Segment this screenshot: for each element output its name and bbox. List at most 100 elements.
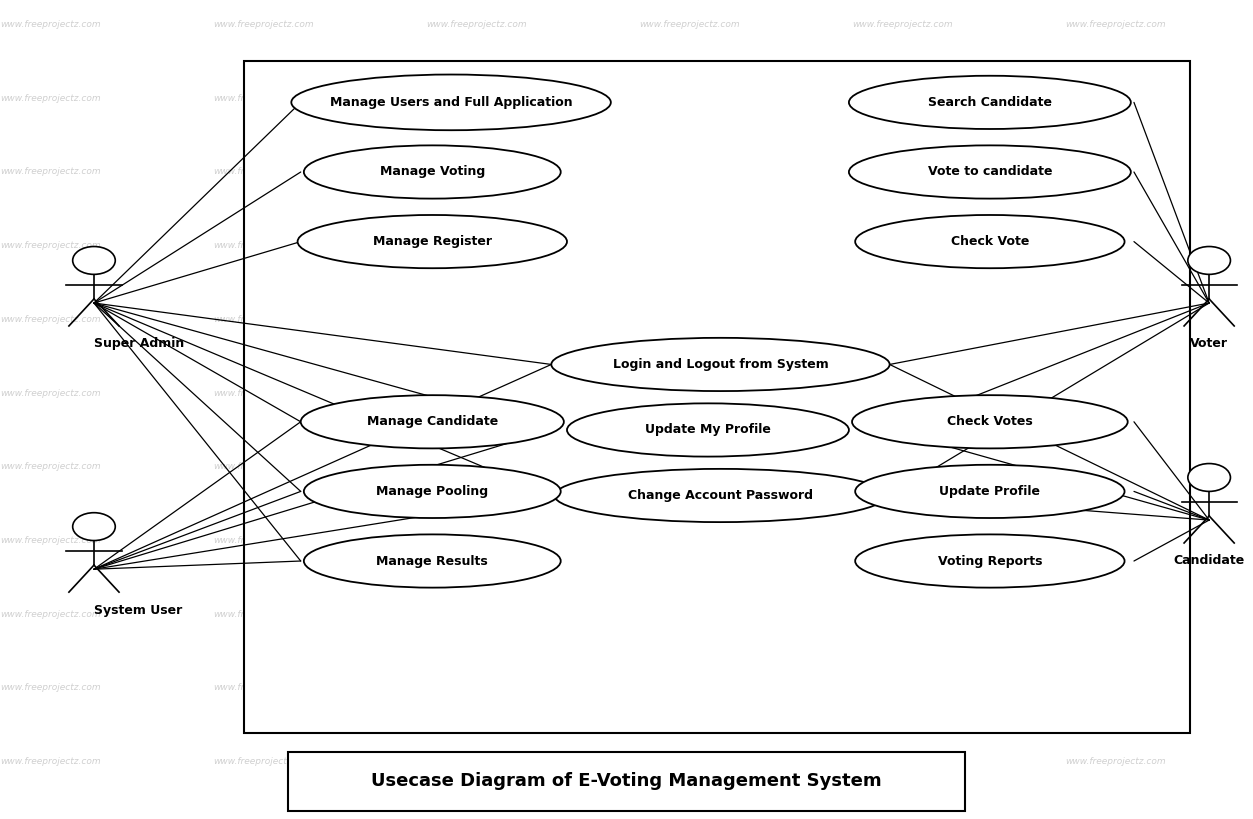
Text: www.freeprojectz.com: www.freeprojectz.com xyxy=(852,684,952,692)
Text: www.freeprojectz.com: www.freeprojectz.com xyxy=(639,20,739,29)
Text: www.freeprojectz.com: www.freeprojectz.com xyxy=(639,610,739,618)
Ellipse shape xyxy=(855,464,1125,518)
Text: www.freeprojectz.com: www.freeprojectz.com xyxy=(639,758,739,766)
Ellipse shape xyxy=(850,146,1131,198)
Text: www.freeprojectz.com: www.freeprojectz.com xyxy=(0,463,100,471)
Text: www.freeprojectz.com: www.freeprojectz.com xyxy=(0,610,100,618)
Ellipse shape xyxy=(303,146,561,198)
Text: Update My Profile: Update My Profile xyxy=(645,423,771,437)
Text: www.freeprojectz.com: www.freeprojectz.com xyxy=(213,758,313,766)
Text: Manage Users and Full Application: Manage Users and Full Application xyxy=(330,96,573,109)
Text: www.freeprojectz.com: www.freeprojectz.com xyxy=(0,758,100,766)
Text: www.freeprojectz.com: www.freeprojectz.com xyxy=(213,94,313,102)
Text: Manage Register: Manage Register xyxy=(373,235,491,248)
Text: www.freeprojectz.com: www.freeprojectz.com xyxy=(0,684,100,692)
Text: Update Profile: Update Profile xyxy=(940,485,1040,498)
Text: www.freeprojectz.com: www.freeprojectz.com xyxy=(852,758,952,766)
Text: www.freeprojectz.com: www.freeprojectz.com xyxy=(426,536,526,545)
Text: Change Account Password: Change Account Password xyxy=(628,489,813,502)
Text: Manage Results: Manage Results xyxy=(376,554,489,568)
Text: www.freeprojectz.com: www.freeprojectz.com xyxy=(0,168,100,176)
Text: Login and Logout from System: Login and Logout from System xyxy=(613,358,828,371)
Text: www.freeprojectz.com: www.freeprojectz.com xyxy=(426,463,526,471)
Text: www.freeprojectz.com: www.freeprojectz.com xyxy=(0,389,100,397)
Text: www.freeprojectz.com: www.freeprojectz.com xyxy=(852,20,952,29)
Text: www.freeprojectz.com: www.freeprojectz.com xyxy=(1065,536,1165,545)
Text: www.freeprojectz.com: www.freeprojectz.com xyxy=(213,684,313,692)
Text: www.freeprojectz.com: www.freeprojectz.com xyxy=(1065,315,1165,324)
Text: Voting Reports: Voting Reports xyxy=(937,554,1042,568)
Ellipse shape xyxy=(855,215,1125,269)
Text: www.freeprojectz.com: www.freeprojectz.com xyxy=(0,536,100,545)
Text: www.freeprojectz.com: www.freeprojectz.com xyxy=(426,242,526,250)
Ellipse shape xyxy=(566,404,850,457)
Circle shape xyxy=(1188,464,1230,491)
Text: www.freeprojectz.com: www.freeprojectz.com xyxy=(639,536,739,545)
Text: www.freeprojectz.com: www.freeprojectz.com xyxy=(639,315,739,324)
Text: www.freeprojectz.com: www.freeprojectz.com xyxy=(639,684,739,692)
Text: www.freeprojectz.com: www.freeprojectz.com xyxy=(1065,758,1165,766)
Text: www.freeprojectz.com: www.freeprojectz.com xyxy=(426,20,526,29)
Text: www.freeprojectz.com: www.freeprojectz.com xyxy=(639,242,739,250)
Text: Check Votes: Check Votes xyxy=(947,415,1032,428)
Text: www.freeprojectz.com: www.freeprojectz.com xyxy=(639,168,739,176)
Ellipse shape xyxy=(852,396,1128,449)
Text: www.freeprojectz.com: www.freeprojectz.com xyxy=(1065,20,1165,29)
Ellipse shape xyxy=(298,215,566,269)
Text: www.freeprojectz.com: www.freeprojectz.com xyxy=(0,94,100,102)
Text: www.freeprojectz.com: www.freeprojectz.com xyxy=(213,315,313,324)
Text: Vote to candidate: Vote to candidate xyxy=(927,165,1053,179)
Text: www.freeprojectz.com: www.freeprojectz.com xyxy=(426,94,526,102)
Text: Manage Candidate: Manage Candidate xyxy=(367,415,497,428)
Text: www.freeprojectz.com: www.freeprojectz.com xyxy=(852,536,952,545)
FancyBboxPatch shape xyxy=(288,752,965,811)
Text: www.freeprojectz.com: www.freeprojectz.com xyxy=(213,610,313,618)
Text: www.freeprojectz.com: www.freeprojectz.com xyxy=(426,610,526,618)
Ellipse shape xyxy=(291,75,611,130)
Text: www.freeprojectz.com: www.freeprojectz.com xyxy=(213,389,313,397)
Text: System User: System User xyxy=(94,604,182,617)
Text: Super Admin: Super Admin xyxy=(94,337,184,351)
Text: Check Vote: Check Vote xyxy=(951,235,1029,248)
Text: www.freeprojectz.com: www.freeprojectz.com xyxy=(213,168,313,176)
Text: www.freeprojectz.com: www.freeprojectz.com xyxy=(0,315,100,324)
Ellipse shape xyxy=(551,337,890,391)
Text: www.freeprojectz.com: www.freeprojectz.com xyxy=(852,389,952,397)
Ellipse shape xyxy=(554,468,887,523)
Text: www.freeprojectz.com: www.freeprojectz.com xyxy=(639,463,739,471)
Text: www.freeprojectz.com: www.freeprojectz.com xyxy=(1065,684,1165,692)
Text: www.freeprojectz.com: www.freeprojectz.com xyxy=(1065,610,1165,618)
Text: www.freeprojectz.com: www.freeprojectz.com xyxy=(852,94,952,102)
Text: www.freeprojectz.com: www.freeprojectz.com xyxy=(639,389,739,397)
Text: www.freeprojectz.com: www.freeprojectz.com xyxy=(213,242,313,250)
Text: www.freeprojectz.com: www.freeprojectz.com xyxy=(426,315,526,324)
Text: www.freeprojectz.com: www.freeprojectz.com xyxy=(852,315,952,324)
Text: www.freeprojectz.com: www.freeprojectz.com xyxy=(1065,168,1165,176)
Ellipse shape xyxy=(303,534,561,588)
Text: Candidate: Candidate xyxy=(1174,554,1244,568)
Circle shape xyxy=(1188,247,1230,274)
Text: www.freeprojectz.com: www.freeprojectz.com xyxy=(852,610,952,618)
Text: www.freeprojectz.com: www.freeprojectz.com xyxy=(213,463,313,471)
Text: www.freeprojectz.com: www.freeprojectz.com xyxy=(1065,242,1165,250)
Text: www.freeprojectz.com: www.freeprojectz.com xyxy=(0,20,100,29)
Text: www.freeprojectz.com: www.freeprojectz.com xyxy=(1065,389,1165,397)
Text: Manage Voting: Manage Voting xyxy=(380,165,485,179)
Circle shape xyxy=(73,513,115,541)
Text: www.freeprojectz.com: www.freeprojectz.com xyxy=(852,242,952,250)
Text: www.freeprojectz.com: www.freeprojectz.com xyxy=(213,536,313,545)
Text: www.freeprojectz.com: www.freeprojectz.com xyxy=(639,94,739,102)
Text: www.freeprojectz.com: www.freeprojectz.com xyxy=(1065,463,1165,471)
Text: Manage Pooling: Manage Pooling xyxy=(376,485,489,498)
Text: Voter: Voter xyxy=(1190,337,1228,351)
Text: www.freeprojectz.com: www.freeprojectz.com xyxy=(1065,94,1165,102)
Ellipse shape xyxy=(301,396,564,449)
Text: www.freeprojectz.com: www.freeprojectz.com xyxy=(426,684,526,692)
Circle shape xyxy=(73,247,115,274)
Text: www.freeprojectz.com: www.freeprojectz.com xyxy=(0,242,100,250)
Ellipse shape xyxy=(850,76,1131,129)
Text: www.freeprojectz.com: www.freeprojectz.com xyxy=(426,389,526,397)
Text: www.freeprojectz.com: www.freeprojectz.com xyxy=(852,168,952,176)
Text: Usecase Diagram of E-Voting Management System: Usecase Diagram of E-Voting Management S… xyxy=(371,772,882,790)
Text: www.freeprojectz.com: www.freeprojectz.com xyxy=(852,463,952,471)
